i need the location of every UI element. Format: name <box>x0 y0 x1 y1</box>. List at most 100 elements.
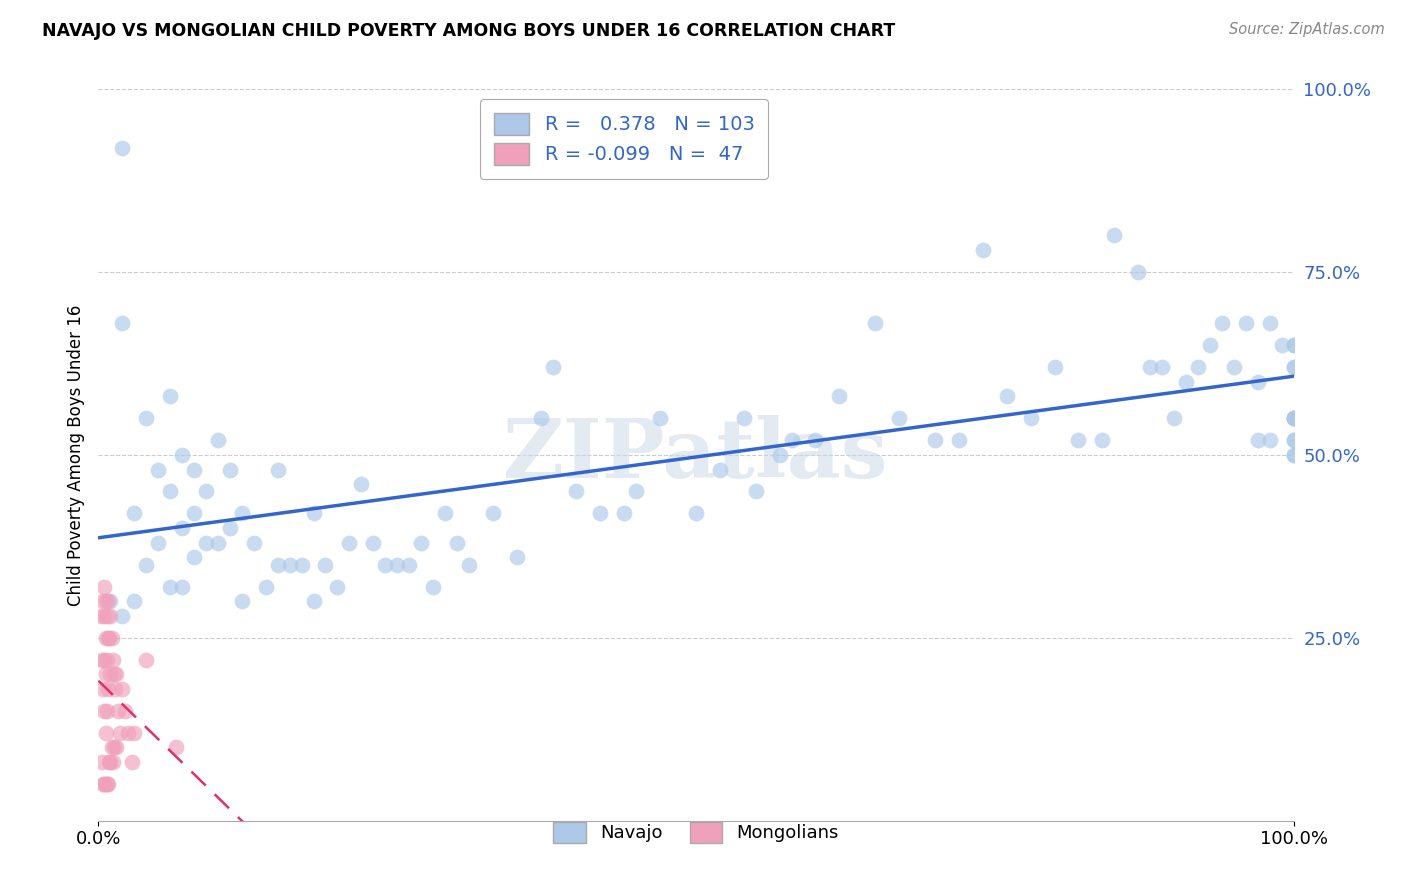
Point <box>434 507 457 521</box>
Point <box>481 507 505 521</box>
Point <box>972 243 994 257</box>
Point <box>104 681 127 696</box>
Point <box>100 631 122 645</box>
Point <box>1043 360 1066 375</box>
Point <box>565 484 588 499</box>
Point <box>267 558 290 572</box>
Point <box>1211 316 1233 330</box>
Point <box>302 507 325 521</box>
Point <box>1282 338 1305 352</box>
Point <box>219 462 242 476</box>
Point <box>148 535 170 549</box>
Point <box>709 462 731 476</box>
Point <box>506 550 529 565</box>
Point <box>96 777 118 791</box>
Point <box>100 740 122 755</box>
Point <box>613 507 636 521</box>
Point <box>1282 360 1305 375</box>
Point <box>648 411 672 425</box>
Point <box>97 777 120 791</box>
Point <box>91 653 114 667</box>
Point <box>96 653 118 667</box>
Point <box>626 484 648 499</box>
Point <box>105 740 128 755</box>
Point <box>121 755 143 769</box>
Point <box>97 594 120 608</box>
Point <box>114 704 136 718</box>
Point <box>93 704 115 718</box>
Point <box>111 608 134 623</box>
Point <box>172 521 194 535</box>
Legend: Navajo, Mongolians: Navajo, Mongolians <box>540 809 852 855</box>
Point <box>135 411 157 425</box>
Point <box>1104 228 1126 243</box>
Point <box>159 484 181 499</box>
Point <box>1282 411 1305 425</box>
Point <box>108 726 131 740</box>
Text: ZIPatlas: ZIPatlas <box>503 415 889 495</box>
Point <box>530 411 553 425</box>
Point <box>231 507 253 521</box>
Point <box>93 653 115 667</box>
Text: Source: ZipAtlas.com: Source: ZipAtlas.com <box>1229 22 1385 37</box>
Point <box>350 477 373 491</box>
Point <box>98 594 122 608</box>
Point <box>1152 360 1174 375</box>
Point <box>124 594 146 608</box>
Point <box>1282 434 1305 448</box>
Point <box>1247 375 1270 389</box>
Point <box>339 535 361 549</box>
Point <box>96 704 118 718</box>
Point <box>98 608 122 623</box>
Point <box>124 507 146 521</box>
Point <box>1282 338 1305 352</box>
Point <box>254 580 277 594</box>
Point <box>995 389 1018 403</box>
Point <box>117 726 139 740</box>
Point <box>91 594 114 608</box>
Point <box>1175 375 1198 389</box>
Point <box>278 558 301 572</box>
Point <box>219 521 242 535</box>
Point <box>685 507 707 521</box>
Point <box>865 316 887 330</box>
Point <box>93 777 115 791</box>
Point <box>768 448 790 462</box>
Point <box>446 535 468 549</box>
Point <box>94 777 117 791</box>
Point <box>159 580 181 594</box>
Point <box>315 558 337 572</box>
Y-axis label: Child Poverty Among Boys Under 16: Child Poverty Among Boys Under 16 <box>66 304 84 606</box>
Point <box>231 594 253 608</box>
Point <box>1258 434 1281 448</box>
Point <box>103 667 125 681</box>
Point <box>1067 434 1090 448</box>
Point <box>90 608 112 623</box>
Point <box>172 448 194 462</box>
Text: NAVAJO VS MONGOLIAN CHILD POVERTY AMONG BOYS UNDER 16 CORRELATION CHART: NAVAJO VS MONGOLIAN CHILD POVERTY AMONG … <box>42 22 896 40</box>
Point <box>207 434 229 448</box>
Point <box>98 667 122 681</box>
Point <box>733 411 755 425</box>
Point <box>165 740 187 755</box>
Point <box>111 681 134 696</box>
Point <box>98 755 121 769</box>
Point <box>243 535 266 549</box>
Point <box>98 755 122 769</box>
Point <box>1128 265 1150 279</box>
Point <box>101 755 124 769</box>
Point <box>91 755 114 769</box>
Point <box>111 316 134 330</box>
Point <box>458 558 481 572</box>
Point <box>91 777 114 791</box>
Point <box>589 507 612 521</box>
Point <box>1091 434 1114 448</box>
Point <box>374 558 396 572</box>
Point <box>148 462 170 476</box>
Point <box>97 631 120 645</box>
Point <box>1199 338 1222 352</box>
Point <box>1282 448 1305 462</box>
Point <box>1282 434 1305 448</box>
Point <box>1282 411 1305 425</box>
Point <box>1139 360 1161 375</box>
